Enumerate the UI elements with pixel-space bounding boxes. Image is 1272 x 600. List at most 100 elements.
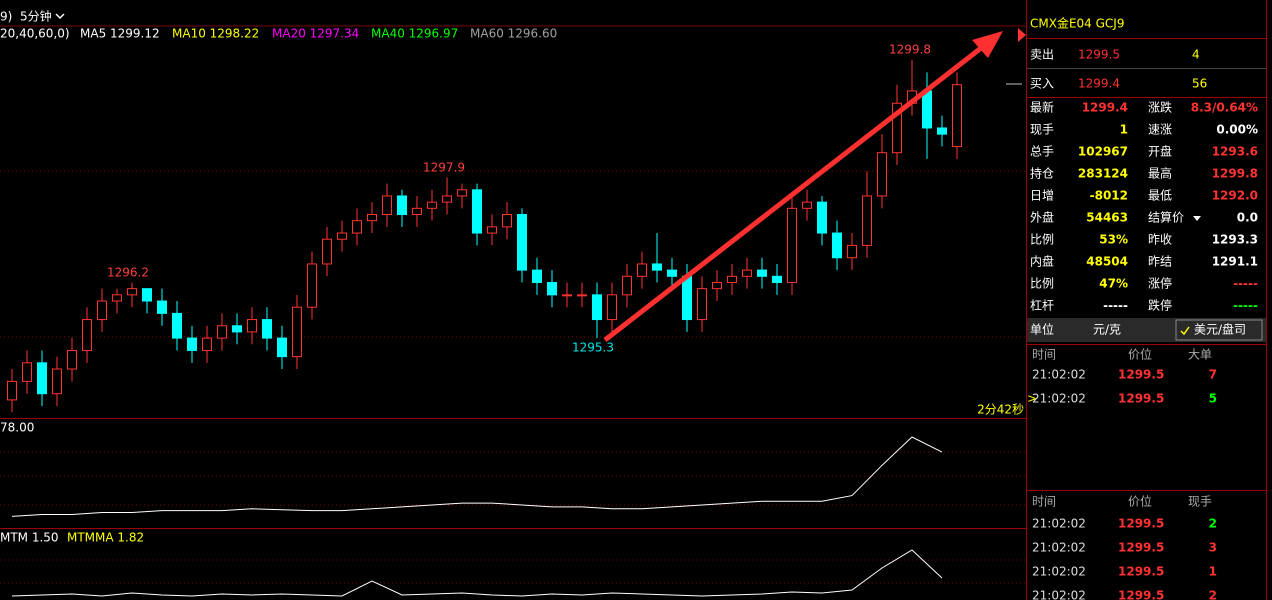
stat-label: 杠杆 — [1030, 298, 1054, 313]
candle-body — [52, 368, 62, 395]
ma-legend-item: MA40 1296.97 — [371, 27, 458, 41]
candle-body — [682, 275, 692, 321]
candle-body — [157, 300, 167, 314]
candle-body — [847, 244, 857, 259]
indicator-line — [11, 436, 943, 517]
candle-body — [667, 269, 677, 277]
stat-label: 最新 — [1030, 100, 1054, 115]
list-header: 价位 — [1128, 494, 1152, 509]
trade-volume: 1 — [1209, 565, 1217, 579]
stat-label: 速涨 — [1148, 122, 1172, 137]
candle-body — [832, 232, 842, 259]
candle-body — [712, 281, 722, 290]
candle-body — [532, 269, 542, 283]
stat-label: 结算价 — [1148, 210, 1184, 225]
bid-price: 1299.4 — [1078, 77, 1120, 91]
stat-label: 昨结 — [1148, 255, 1172, 269]
candle-body — [622, 275, 632, 296]
ask-price: 1299.5 — [1078, 48, 1120, 62]
bid-volume: 56 — [1192, 77, 1207, 91]
candle-body — [607, 294, 617, 321]
stat-value: ----- — [1103, 299, 1128, 313]
candle-body — [802, 201, 812, 209]
price-annotation: 1299.8 — [889, 43, 931, 57]
candle-body — [952, 84, 962, 148]
stat-label: 日增 — [1030, 189, 1054, 203]
dropdown-icon[interactable] — [1193, 216, 1201, 221]
candle-body — [487, 226, 497, 234]
candle-body — [742, 269, 752, 277]
panel-marker — [1018, 28, 1026, 42]
price-annotation: 1297.9 — [423, 161, 465, 175]
stat-value: 1299.4 — [1082, 101, 1128, 115]
period-select[interactable]: 5分钟 — [20, 9, 52, 24]
stat-value: 1 — [1120, 123, 1128, 137]
candle-body — [892, 102, 902, 154]
instrument-title: CMX金E04 GCJ9 — [1030, 16, 1124, 31]
candle-body — [502, 214, 512, 228]
candle-body — [472, 189, 482, 234]
countdown: 2分42秒 — [977, 403, 1024, 417]
candle-body — [757, 269, 767, 277]
trade-price: 1299.5 — [1118, 541, 1164, 555]
stat-value: 54463 — [1086, 211, 1128, 225]
stat-label: 昨收 — [1148, 233, 1172, 247]
stat-value: 1291.1 — [1212, 255, 1258, 269]
candle-body — [37, 362, 47, 395]
candle-body — [247, 319, 257, 333]
trade-price: 1299.5 — [1118, 392, 1164, 406]
candle-body — [22, 362, 32, 382]
candle-body — [877, 152, 887, 197]
unit-option[interactable]: 元/克 — [1093, 323, 1121, 337]
tab[interactable]: 9) — [0, 10, 12, 24]
candle-body — [772, 275, 782, 283]
candle-body — [277, 337, 287, 358]
candle-body — [442, 195, 452, 203]
mtm-line — [11, 549, 943, 597]
candle-body — [67, 349, 77, 370]
price-annotation: 1295.3 — [572, 341, 614, 355]
stat-label: 涨跌 — [1148, 100, 1172, 115]
candle-body — [562, 294, 572, 297]
stat-value: 8.3/0.64% — [1191, 101, 1258, 115]
candle-body — [217, 325, 227, 339]
candle-body — [202, 337, 212, 351]
dropdown-icon[interactable] — [55, 13, 65, 20]
unit-option-box[interactable] — [1175, 319, 1263, 341]
list-header: 时间 — [1032, 348, 1056, 362]
trade-price: 1299.5 — [1118, 368, 1164, 382]
candle-body — [652, 263, 662, 271]
indicator-label: MTMMA 1.82 — [67, 531, 144, 545]
candle-body — [547, 281, 557, 296]
stat-label: 涨停 — [1148, 276, 1172, 291]
ma-legend-item: MA60 1296.60 — [470, 27, 557, 41]
ask-volume: 4 — [1192, 48, 1200, 62]
stat-label: 比例 — [1030, 277, 1054, 291]
candle-body — [727, 275, 737, 283]
candle-body — [112, 294, 122, 302]
stat-label: 最低 — [1148, 189, 1172, 203]
stat-value: 48504 — [1086, 255, 1128, 269]
candle-body — [307, 263, 317, 308]
stat-value: ----- — [1233, 299, 1258, 313]
candle-body — [322, 238, 332, 265]
unit-option[interactable]: 美元/盘司 — [1194, 322, 1246, 337]
trade-time: 21:02:02 — [1032, 517, 1086, 531]
list-header: 大单 — [1188, 348, 1212, 362]
trend-arrow-head — [972, 31, 1003, 58]
trade-time: 21:02:02 — [1032, 368, 1086, 382]
stat-label: 内盘 — [1030, 254, 1054, 269]
list-header: 价位 — [1128, 347, 1152, 362]
candle-body — [637, 263, 647, 277]
candle-body — [97, 300, 107, 321]
trade-volume: 3 — [1209, 541, 1217, 555]
candle-body — [232, 325, 242, 333]
candle-body — [127, 288, 137, 296]
price-annotation: 1296.2 — [107, 266, 149, 280]
trade-price: 1299.5 — [1118, 589, 1164, 600]
stat-value: ----- — [1233, 277, 1258, 291]
trade-price: 1299.5 — [1118, 565, 1164, 579]
stat-value: 53% — [1099, 233, 1128, 247]
